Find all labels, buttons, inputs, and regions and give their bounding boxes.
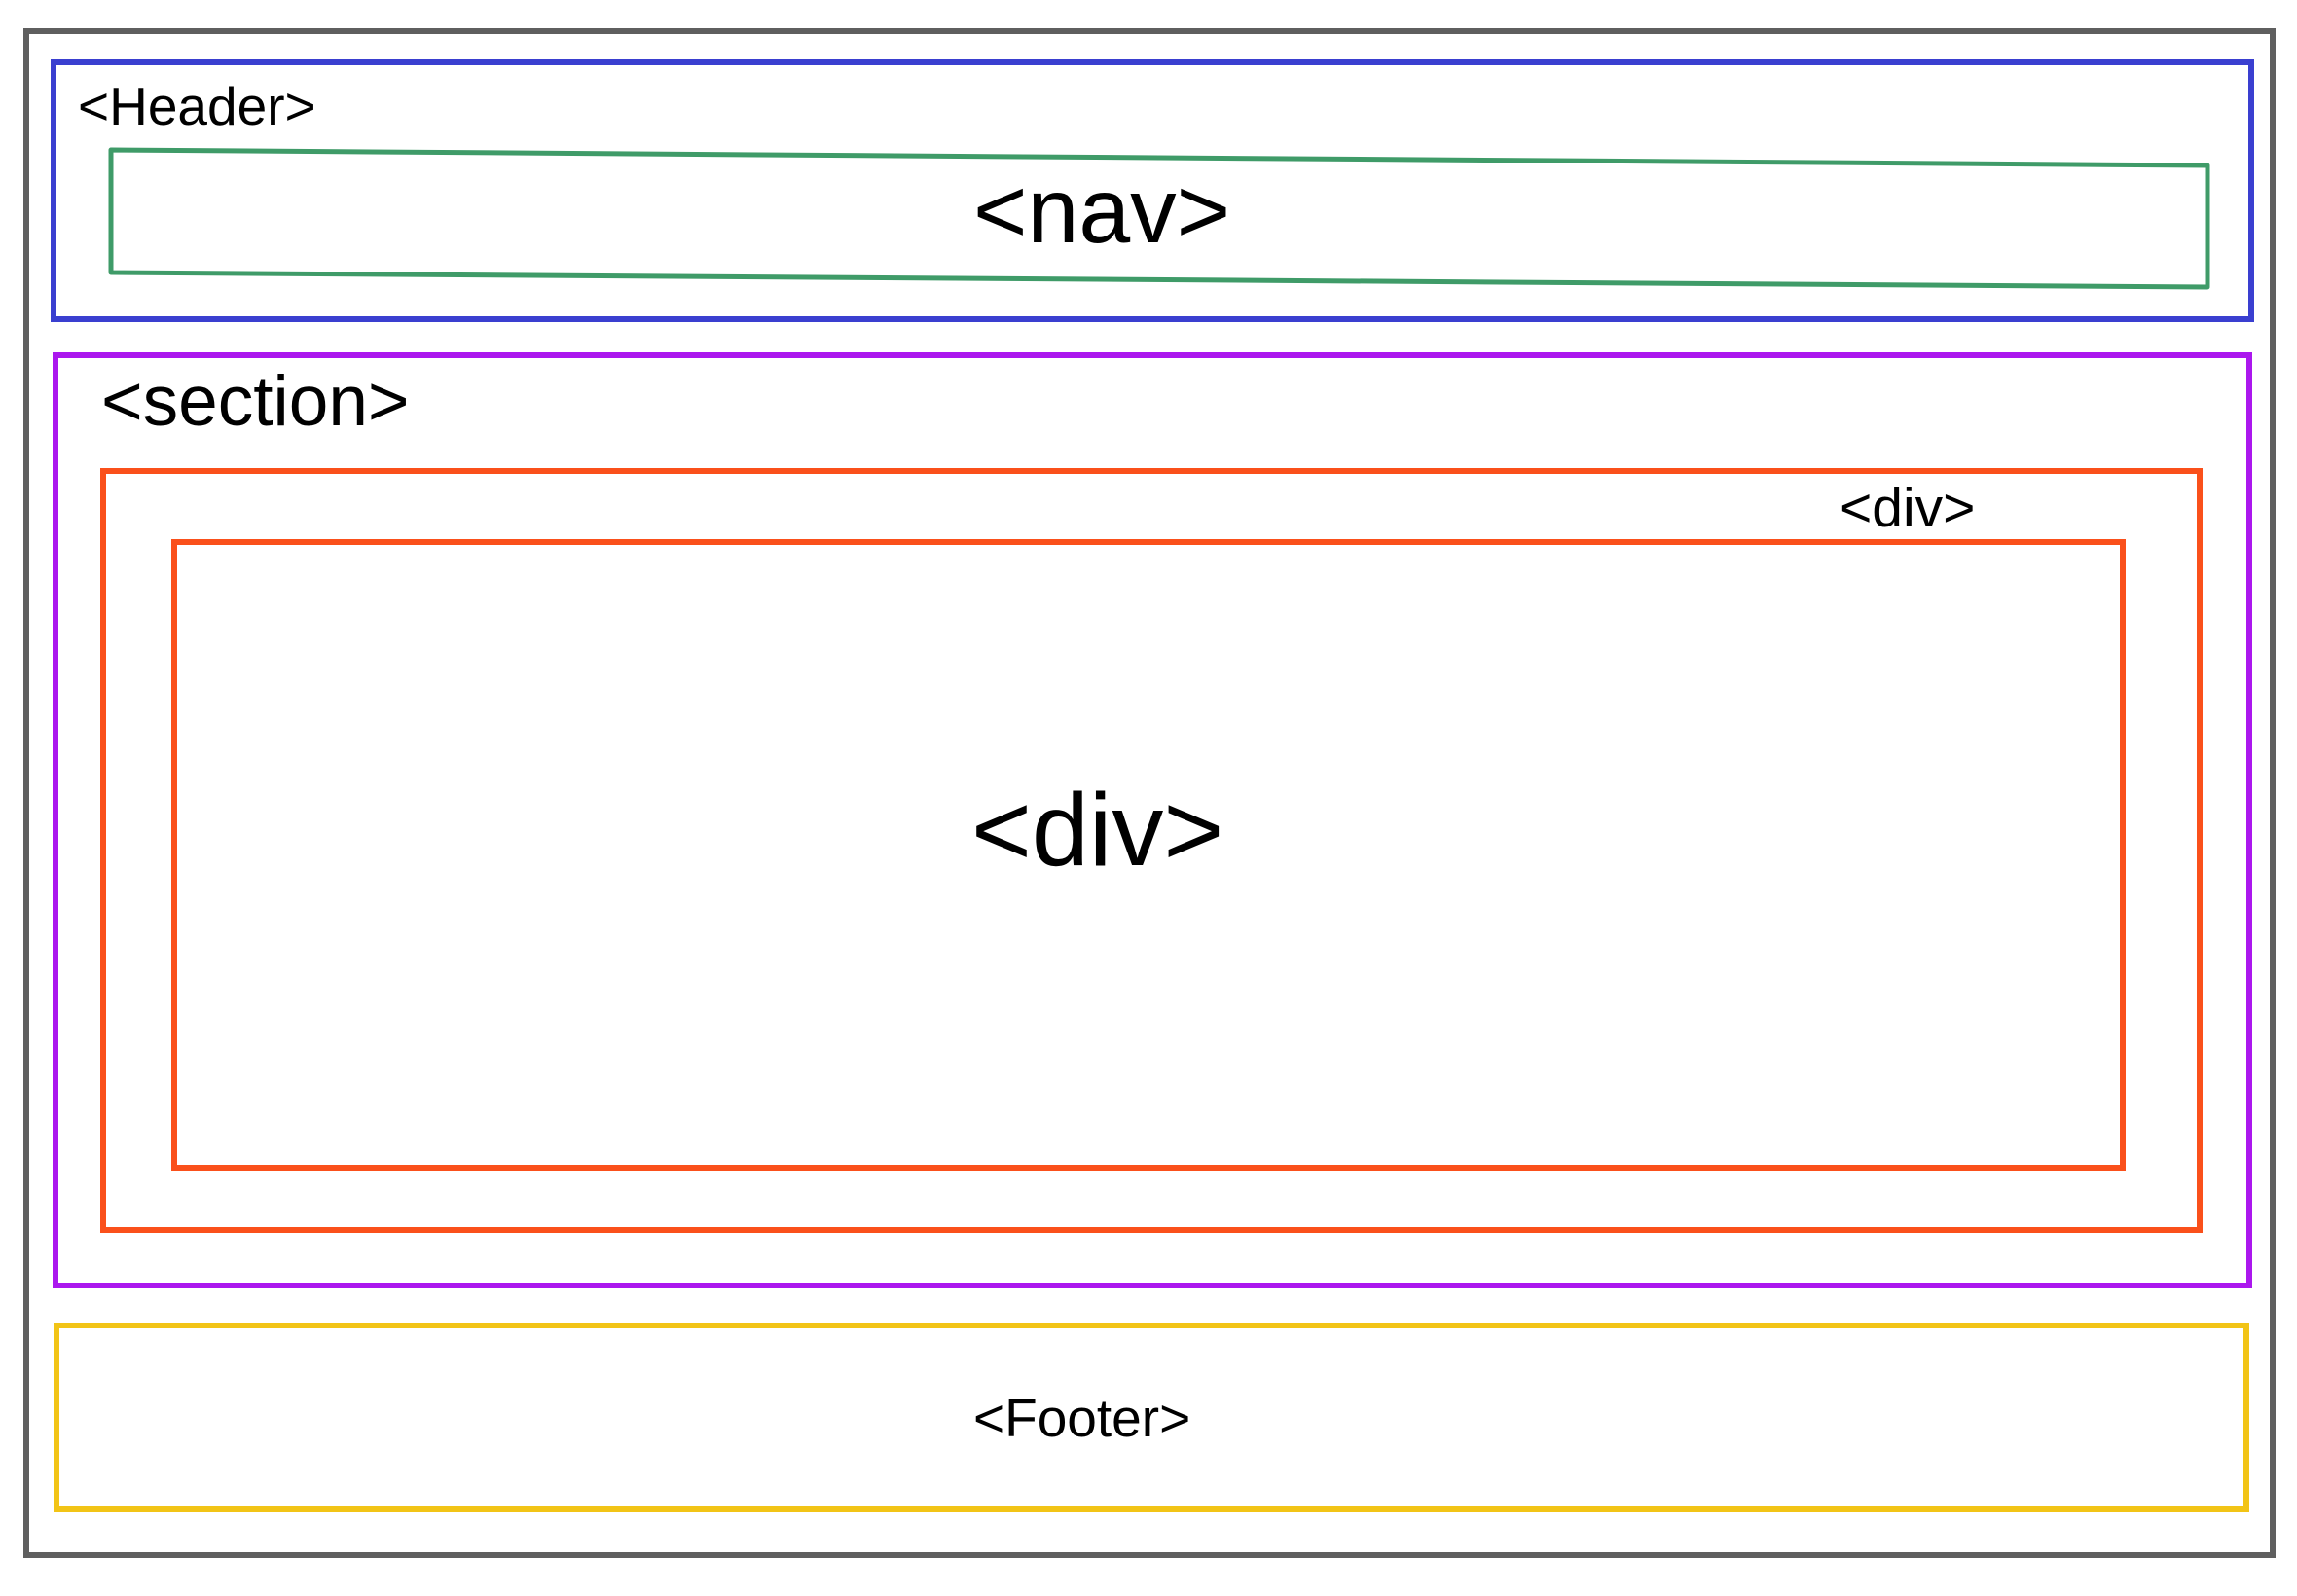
inner-div-label: <div> — [971, 773, 1224, 888]
header-label: <Header> — [78, 76, 316, 136]
nav-label: <nav> — [973, 160, 1231, 263]
section-label: <section> — [101, 362, 410, 441]
outer-div-label: <div> — [1840, 477, 1976, 539]
footer-box — [54, 1323, 2249, 1512]
page-frame — [23, 28, 2276, 1558]
outer-div-box — [100, 468, 2203, 1233]
section-box — [53, 352, 2252, 1288]
footer-label: <Footer> — [973, 1388, 1191, 1448]
header-box — [51, 59, 2254, 322]
inner-div-box — [171, 539, 2126, 1171]
